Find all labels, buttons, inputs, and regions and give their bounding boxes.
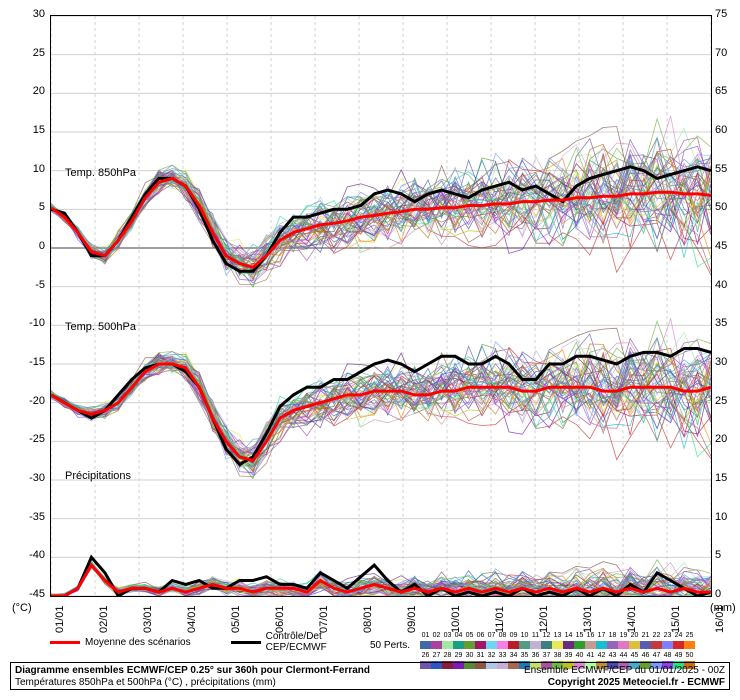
- label-precip: Précipitations: [65, 470, 131, 482]
- footer: Diagramme ensembles ECMWF/CEP 0.25° sur …: [10, 662, 730, 690]
- plot-svg: [51, 16, 711, 596]
- chart-container: (°C) (mm) Temp. 850hPa Temp. 500hPa Préc…: [0, 0, 740, 700]
- perts-label: 50 Perts.: [370, 640, 410, 651]
- plot-area: [50, 15, 712, 597]
- y-left-unit: (°C): [12, 602, 32, 614]
- legend: Moyenne des scénarios Contrôle/Det CEP/E…: [50, 631, 327, 653]
- mean-line-sample: [50, 641, 80, 644]
- footer-line2-left: Températures 850hPa et 500hPa (°C) , pré…: [15, 677, 276, 688]
- control-line-sample: [231, 641, 261, 644]
- footer-line2-right: Copyright 2025 Meteociel.fr - ECMWF: [548, 677, 725, 688]
- footer-line1-right: Ensemble ECMWF/CEP du 01/01/2025 - 00Z: [524, 665, 725, 676]
- mean-label: Moyenne des scénarios: [85, 637, 191, 648]
- label-t850: Temp. 850hPa: [65, 167, 136, 179]
- footer-line1-left: Diagramme ensembles ECMWF/CEP 0.25° sur …: [15, 665, 370, 676]
- control-label: Contrôle/Det CEP/ECMWF: [266, 631, 327, 653]
- label-t500: Temp. 500hPa: [65, 321, 136, 333]
